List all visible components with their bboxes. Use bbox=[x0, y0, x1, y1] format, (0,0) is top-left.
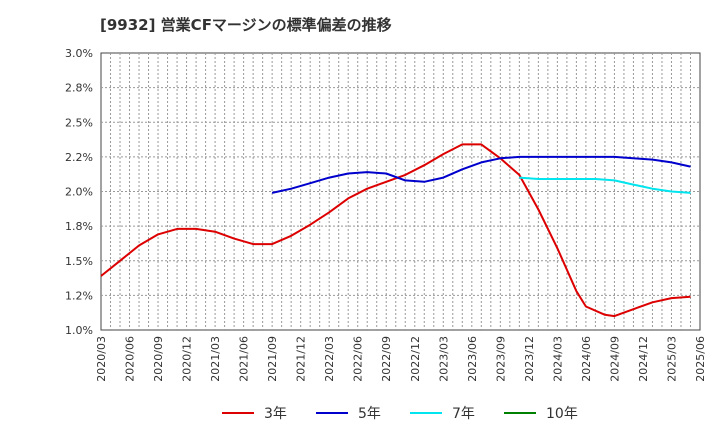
y-axis: 1.0% 1.2% 1.5% 1.8% 2.0% 2.2% 2.5% 2.8% 3.0% bbox=[65, 47, 93, 337]
x-tick-label: 2024/06 bbox=[580, 336, 593, 382]
x-tick-label: 2020/09 bbox=[152, 336, 165, 382]
y-tick-label: 1.8% bbox=[65, 220, 93, 233]
x-tick-label: 2024/12 bbox=[637, 336, 650, 382]
x-axis: 2020/03 2020/06 2020/09 2020/12 2021/03 2021/… bbox=[95, 336, 707, 382]
y-tick-label: 1.2% bbox=[65, 289, 93, 302]
x-tick-label: 2020/06 bbox=[124, 336, 137, 382]
x-tick-label: 2020/03 bbox=[95, 336, 108, 382]
y-tick-label: 2.2% bbox=[65, 151, 93, 164]
x-tick-label: 2022/03 bbox=[323, 336, 336, 382]
y-tick-label: 1.0% bbox=[65, 324, 93, 337]
x-tick-label: 2022/06 bbox=[352, 336, 365, 382]
y-tick-label: 2.8% bbox=[65, 82, 93, 95]
chart-title: [9932] 営業CFマージンの標準偏差の推移 bbox=[100, 16, 392, 34]
legend: 3年 5年 7年 10年 bbox=[222, 406, 578, 422]
x-tick-label: 2021/03 bbox=[209, 336, 222, 382]
x-tick-label: 2023/12 bbox=[523, 336, 536, 382]
x-tick-label: 2025/06 bbox=[694, 336, 707, 382]
x-tick-label: 2024/09 bbox=[608, 336, 621, 382]
x-tick-label: 2021/12 bbox=[295, 336, 308, 382]
y-tick-label: 2.5% bbox=[65, 116, 93, 129]
series-line-5年 bbox=[271, 155, 691, 194]
series-line-7年 bbox=[519, 176, 691, 194]
y-tick-label: 3.0% bbox=[65, 47, 93, 60]
x-tick-label: 2023/03 bbox=[437, 336, 450, 382]
x-tick-label: 2022/12 bbox=[409, 336, 422, 382]
x-tick-label: 2024/03 bbox=[551, 336, 564, 382]
y-tick-label: 2.0% bbox=[65, 186, 93, 199]
series-lines bbox=[100, 143, 691, 318]
x-tick-label: 2022/09 bbox=[380, 336, 393, 382]
series-line-3年 bbox=[100, 143, 691, 318]
legend-label: 7年 bbox=[452, 406, 475, 422]
legend-label: 10年 bbox=[546, 406, 578, 422]
x-tick-label: 2023/06 bbox=[466, 336, 479, 382]
plot-frame bbox=[100, 52, 701, 331]
x-tick-label: 2021/06 bbox=[238, 336, 251, 382]
legend-label: 5年 bbox=[358, 406, 381, 422]
y-tick-label: 1.5% bbox=[65, 255, 93, 268]
x-tick-label: 2021/09 bbox=[266, 336, 279, 382]
x-tick-label: 2025/03 bbox=[665, 336, 678, 382]
legend-label: 3年 bbox=[264, 406, 287, 422]
x-tick-label: 2023/09 bbox=[494, 336, 507, 382]
x-tick-label: 2020/12 bbox=[181, 336, 194, 382]
plot-area bbox=[100, 52, 701, 331]
